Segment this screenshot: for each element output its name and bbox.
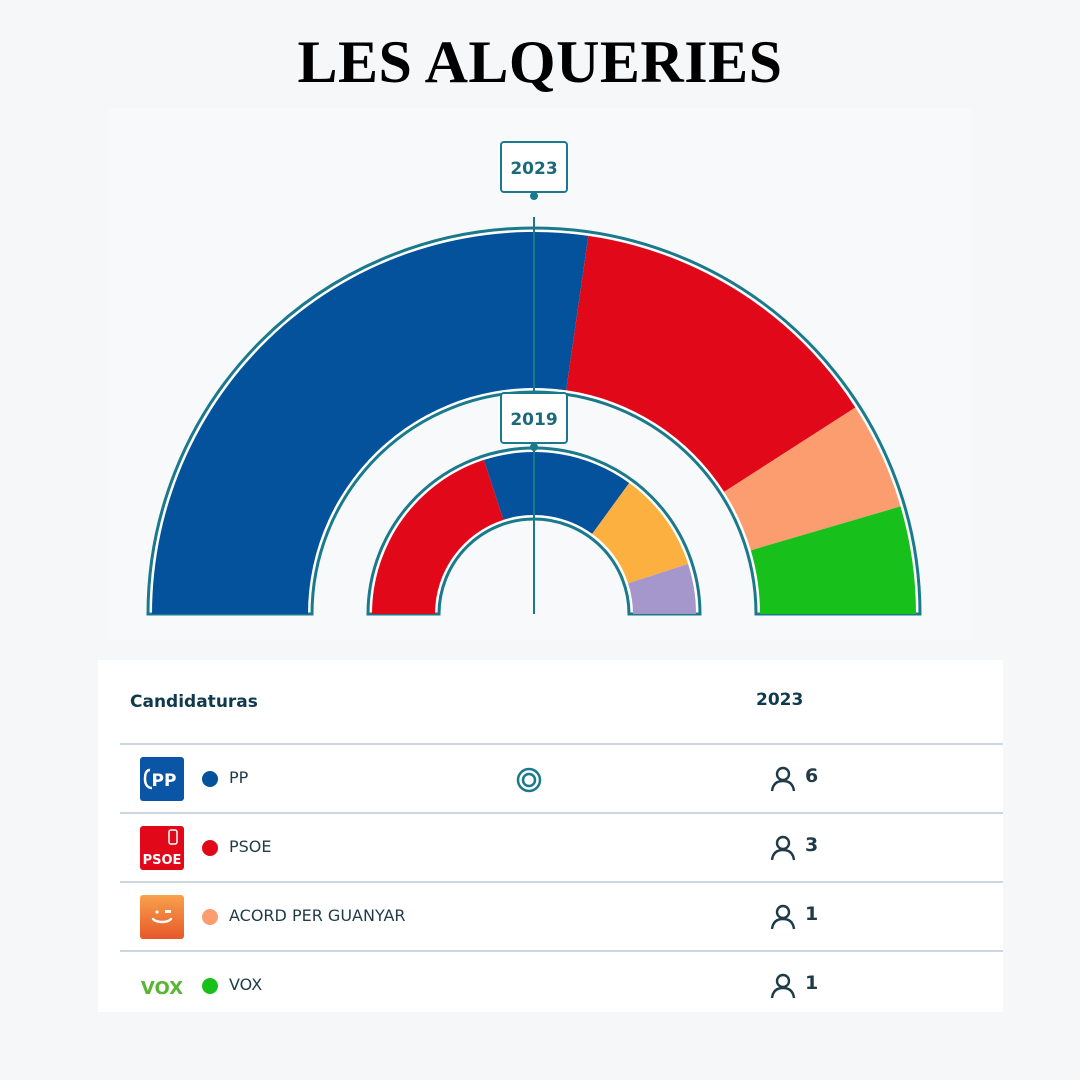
year-label: 2019 xyxy=(510,410,557,430)
user-icon xyxy=(770,973,796,999)
user-icon xyxy=(770,766,796,792)
slice-2023-pp[interactable] xyxy=(152,232,589,614)
year-label-box xyxy=(500,141,568,193)
party-color-dot xyxy=(202,909,218,925)
slice-2023-psoe[interactable] xyxy=(566,235,856,492)
slice-2019-psoe[interactable] xyxy=(372,459,504,614)
party-color-dot xyxy=(202,978,218,994)
year-marker-dot xyxy=(530,443,538,451)
psoe-logo-icon: PSOE xyxy=(140,826,184,870)
seat-count: 3 xyxy=(805,834,819,856)
year-label: 2023 xyxy=(510,159,557,179)
table-row-vox[interactable]: VOX VOX 1 xyxy=(120,950,1003,1021)
user-icon xyxy=(770,904,796,930)
results-table: Candidaturas 2023 PP PP 6 PSOE xyxy=(98,660,1003,1012)
slice-2019-other[interactable] xyxy=(628,563,696,614)
user-icon xyxy=(770,835,796,861)
vox-logo-icon: VOX xyxy=(140,964,184,1008)
party-name: PSOE xyxy=(229,837,272,856)
year-label-box xyxy=(500,392,568,444)
winner-icon xyxy=(516,767,542,793)
svg-text:VOX: VOX xyxy=(141,978,183,999)
table-row-acord[interactable]: ACORD PER GUANYAR 1 xyxy=(120,881,1003,952)
seat-count: 6 xyxy=(805,765,819,787)
table-row-psoe[interactable]: PSOE PSOE 3 xyxy=(120,812,1003,883)
column-header-candidatures: Candidaturas xyxy=(130,692,258,712)
slice-2019-other[interactable] xyxy=(592,482,689,584)
slice-2023-acord-per-guanyar[interactable] xyxy=(724,407,901,551)
party-name: VOX xyxy=(229,975,263,994)
acord-logo-icon xyxy=(140,895,184,939)
seat-count: 1 xyxy=(805,972,819,994)
chart-panel: 2023 2019 xyxy=(108,108,972,640)
table-row-pp[interactable]: PP PP 6 xyxy=(120,743,1003,814)
column-header-year: 2023 xyxy=(756,690,804,710)
party-name: ACORD PER GUANYAR xyxy=(229,906,406,925)
svg-text:PSOE: PSOE xyxy=(143,853,182,868)
party-name: PP xyxy=(229,768,249,787)
year-marker-dot xyxy=(530,192,538,200)
party-color-dot xyxy=(202,840,218,856)
seat-count: 1 xyxy=(805,903,819,925)
slice-2019-pp[interactable] xyxy=(483,452,630,534)
party-color-dot xyxy=(202,771,218,787)
svg-text:PP: PP xyxy=(152,771,177,791)
pp-logo-icon: PP xyxy=(140,757,184,801)
page-title: LES ALQUERIES xyxy=(297,29,783,95)
slice-2023-vox[interactable] xyxy=(750,506,916,614)
parliament-chart: 2023 2019 xyxy=(146,141,922,616)
